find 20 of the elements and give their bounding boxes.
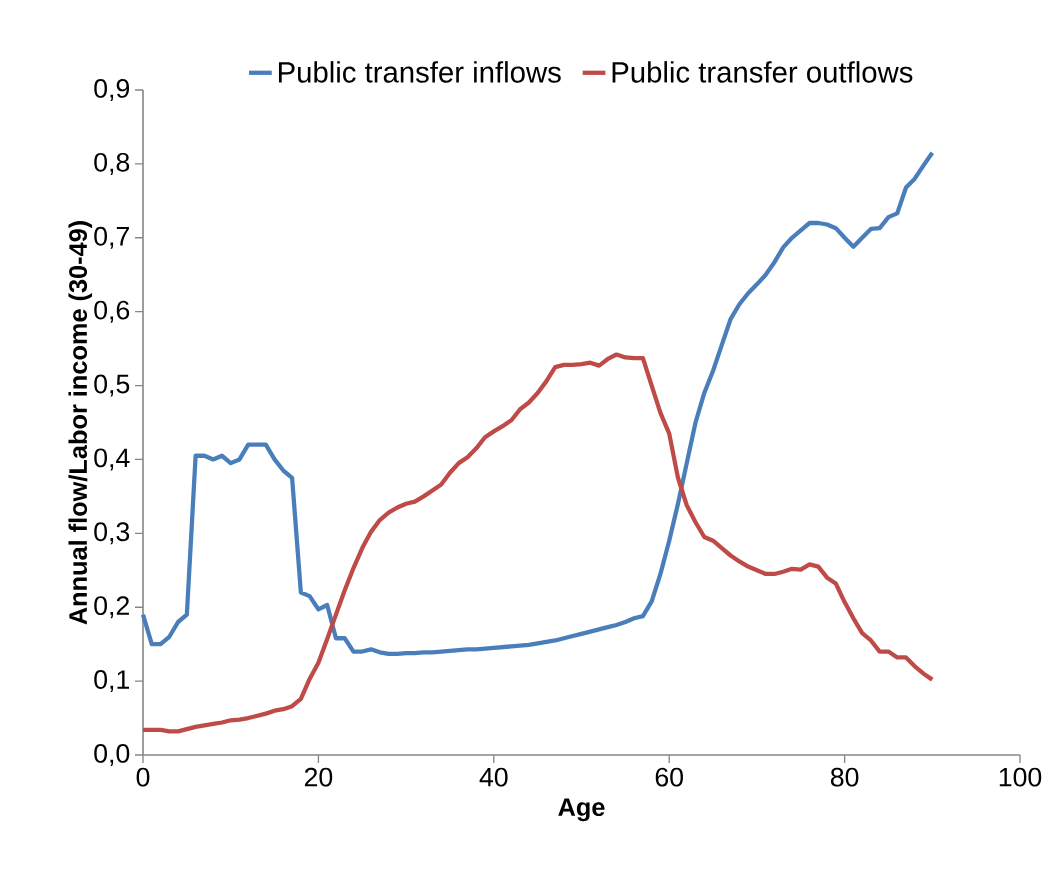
x-axis-title: Age [558, 798, 605, 822]
x-tick-label: 60 [655, 767, 683, 787]
legend-label: Public transfer outflows [612, 61, 913, 83]
y-tick-label: 0,3 [94, 522, 130, 545]
legend-label: Public transfer inflows [278, 61, 561, 83]
x-tick-label: 20 [304, 767, 333, 787]
y-tick-label: 0,2 [94, 596, 129, 619]
x-tick-label: 100 [999, 767, 1042, 787]
x-tick-label: 0 [136, 767, 150, 787]
x-tick-label: 40 [479, 767, 508, 787]
y-tick-label: 0,7 [94, 226, 129, 249]
y-axis-title: Annual flow/Labor income (30-49) [68, 221, 93, 625]
y-tick-label: 0,0 [94, 743, 130, 767]
y-tick-label: 0,5 [94, 374, 130, 397]
y-tick-label: 0,6 [94, 300, 130, 323]
y-tick-label: 0,9 [94, 79, 130, 102]
y-tick-label: 0,4 [94, 448, 130, 471]
x-tick-label: 80 [830, 767, 859, 787]
y-tick-label: 0,8 [94, 152, 130, 175]
y-tick-label: 0,1 [94, 670, 129, 693]
